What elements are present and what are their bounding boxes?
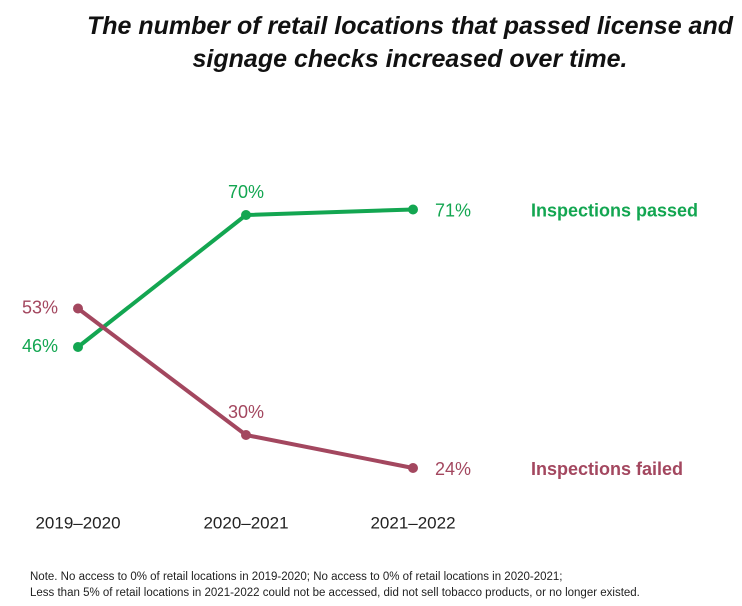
line — [76, 306, 414, 470]
x-tick-label: 2020–2021 — [203, 513, 288, 532]
x-tick-label: 2021–2022 — [370, 513, 455, 532]
data-label: 71% — [435, 200, 471, 220]
data-label: 30% — [228, 402, 264, 422]
point — [241, 210, 251, 220]
chart-title: The number of retail locations that pass… — [87, 12, 733, 73]
data-label: 24% — [435, 459, 471, 479]
line — [76, 207, 414, 349]
data-label: 70% — [228, 182, 264, 202]
legend-label: Inspections failed — [531, 459, 683, 479]
point — [408, 463, 418, 473]
point — [241, 430, 251, 440]
point — [73, 303, 83, 314]
data-label: 53% — [22, 297, 58, 317]
legend-label: Inspections passed — [531, 200, 698, 220]
point — [408, 204, 418, 215]
note: Less than 5% of retail locations in 2021… — [30, 587, 640, 599]
point — [73, 342, 83, 352]
data-label: 46% — [22, 336, 58, 356]
x-tick-label: 2019–2020 — [35, 513, 120, 532]
note: Note. No access to 0% of retail location… — [30, 571, 563, 583]
